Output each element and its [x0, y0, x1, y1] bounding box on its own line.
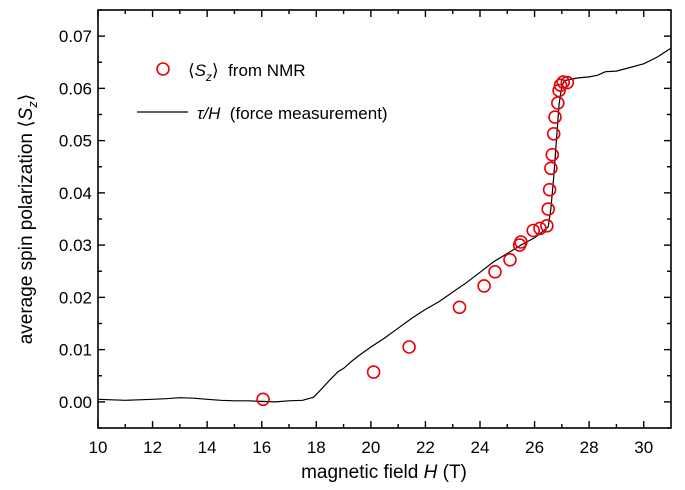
nmr-data-point	[477, 279, 491, 293]
nmr-data-point	[544, 161, 558, 176]
x-tick-labels: 10 12 14 16 18 20 22 24 26 28 30	[89, 438, 654, 457]
nmr-data-point	[256, 392, 270, 407]
nmr-data-point	[526, 223, 541, 238]
nmr-data-point	[552, 83, 566, 98]
legend-label-force: τ/H (force measurement)	[197, 104, 388, 123]
nmr-data-point	[488, 264, 502, 279]
nmr-data-point	[545, 147, 560, 162]
legend-label-nmr: ⟨Sz⟩ from NMR	[188, 61, 306, 84]
nmr-data-point	[556, 75, 571, 89]
nmr-data-point	[540, 219, 554, 233]
nmr-data-point	[514, 235, 528, 249]
nmr-data-point	[560, 75, 575, 90]
y-tick-label: 0.04	[59, 184, 92, 203]
legend-nmr-suffix: from NMR	[219, 61, 306, 80]
x-tick-label: 20	[361, 438, 380, 457]
plot-area: 10 12 14 16 18 20 22 24 26 28 30 0.000.010.020.030…	[59, 9, 672, 457]
nmr-data-point	[402, 340, 416, 354]
x-tick-label: 26	[525, 438, 544, 457]
axis-ticks	[97, 9, 671, 429]
x-tick-label: 16	[252, 438, 271, 457]
x-tick-label: 18	[307, 438, 326, 457]
plot-frame	[97, 9, 672, 429]
nmr-data-point	[533, 221, 547, 236]
nmr-data-point	[542, 182, 557, 197]
nmr-points	[256, 75, 575, 407]
x-tick-label: 30	[634, 438, 653, 457]
legend-force-suffix: (force measurement)	[220, 104, 387, 123]
nmr-data-point	[503, 252, 517, 267]
force-measurement-line	[97, 47, 672, 403]
x-tick-label: 22	[416, 438, 435, 457]
nmr-data-point	[553, 78, 568, 92]
nmr-data-point	[541, 202, 556, 216]
y-tick-label: 0.07	[59, 27, 92, 46]
nmr-data-point	[548, 110, 562, 124]
y-tick-label: 0.05	[59, 132, 92, 151]
legend-nmr-subscript: z	[205, 70, 212, 84]
x-axis-label: magnetic field H (T)	[301, 462, 467, 483]
x-tick-label: 28	[580, 438, 599, 457]
legend-force-tau: τ	[197, 104, 205, 123]
legend-nmr-symbol: S	[195, 61, 207, 80]
x-tick-label: 12	[143, 438, 162, 457]
x-tick-label: 24	[471, 438, 490, 457]
y-tick-label: 0.00	[59, 393, 92, 412]
nmr-data-point	[452, 300, 467, 315]
y-tick-label: 0.06	[59, 79, 92, 98]
nmr-data-point	[546, 127, 561, 141]
legend-marker-nmr	[156, 62, 170, 76]
x-tick-label: 14	[198, 438, 217, 457]
y-axis-label: average spin polarization ⟨Sz⟩	[16, 94, 40, 345]
x-tick-label: 10	[89, 438, 108, 457]
y-tick-label: 0.01	[59, 341, 92, 360]
nmr-data-point	[366, 365, 381, 379]
legend-force-h: /H	[202, 104, 221, 123]
y-tick-label: 0.02	[59, 288, 92, 307]
y-tick-labels: 0.00 0.01 0.02 0.03 0.04 0.05 0.06 0.07	[59, 27, 92, 412]
nmr-data-point	[550, 96, 565, 110]
y-tick-label: 0.03	[59, 236, 92, 255]
legend: ⟨Sz⟩ from NMR τ/H (force measurement)	[137, 61, 388, 123]
